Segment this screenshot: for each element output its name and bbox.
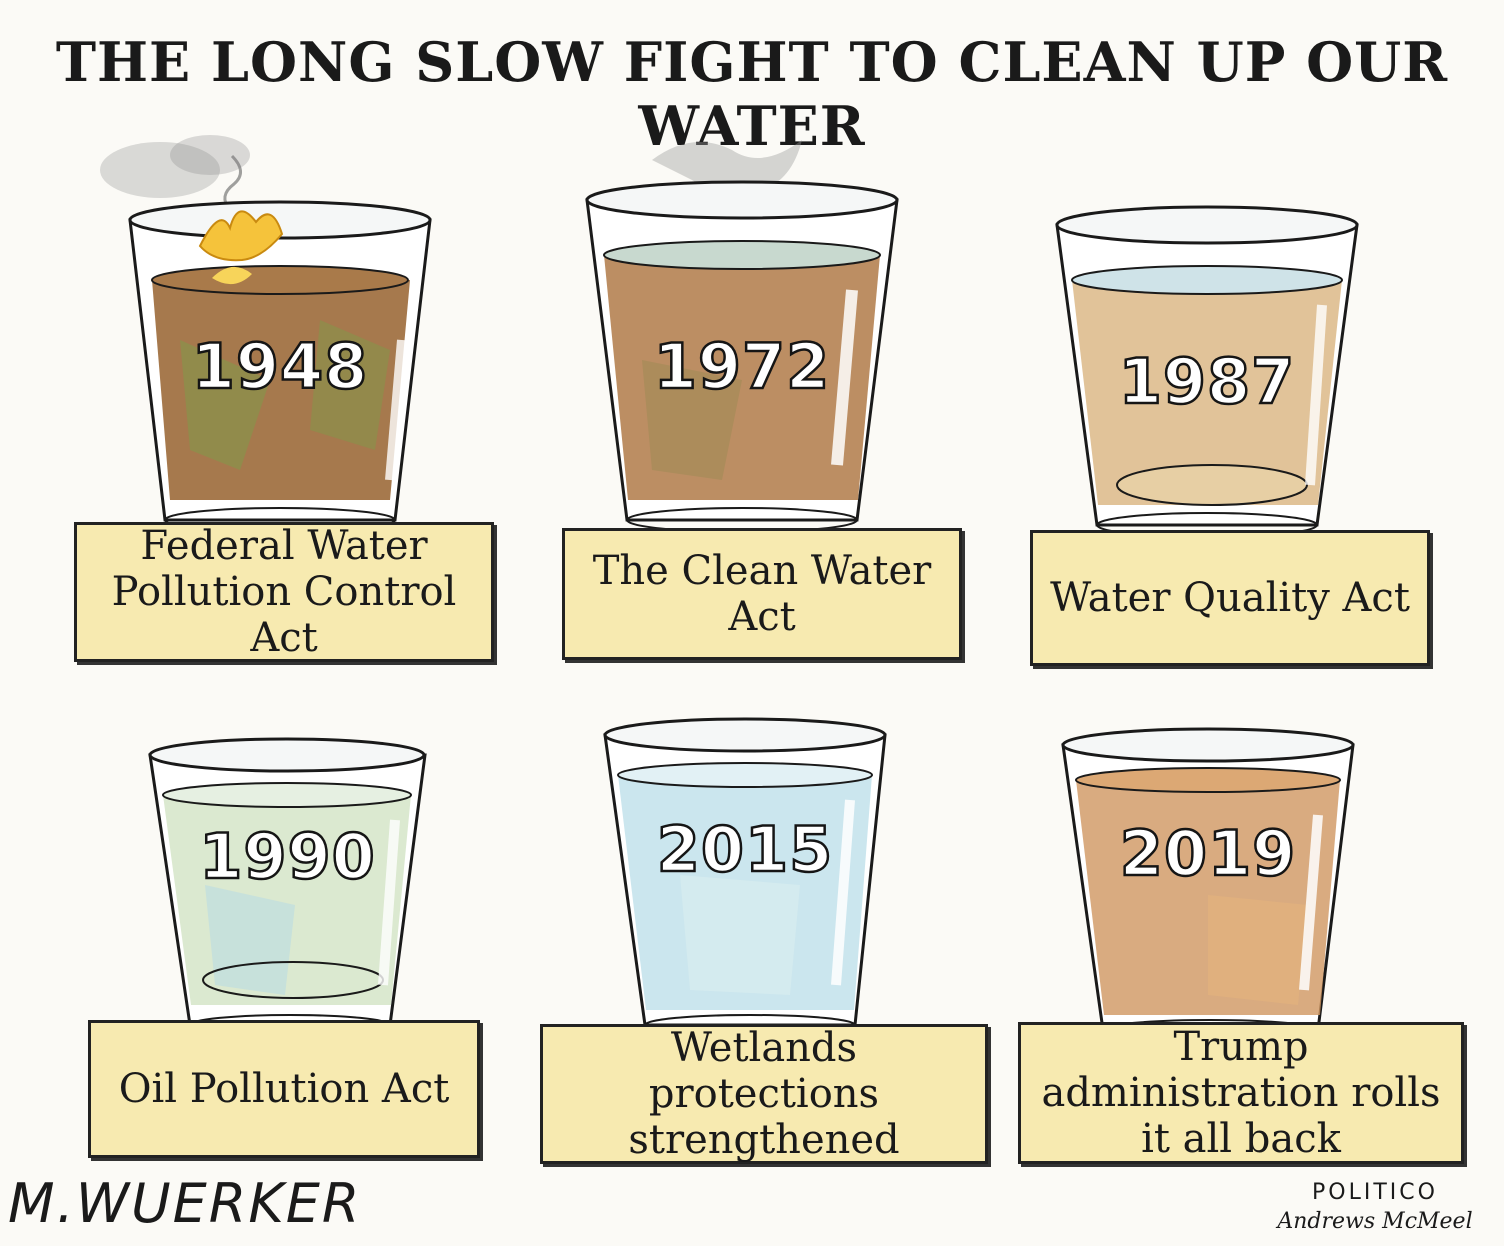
panel-4: 1990 <box>145 735 430 1036</box>
act-label-2: The Clean Water Act <box>562 528 962 660</box>
year-label-4: 1990 <box>198 819 376 895</box>
panel-3: 1987 <box>1052 195 1362 545</box>
glass-4-icon <box>148 737 427 1036</box>
publisher-name: POLITICO <box>1312 1180 1438 1205</box>
act-label-1: Federal Water Pollution Control Act <box>74 522 494 662</box>
panel-2: 1972 <box>582 120 902 540</box>
panel-1: 1948 <box>100 135 440 540</box>
act-label-4: Oil Pollution Act <box>88 1020 480 1158</box>
glass-2-icon <box>585 140 899 533</box>
act-label-6: Trump administration rolls it all back <box>1018 1022 1464 1164</box>
year-label-6: 2019 <box>1118 816 1297 892</box>
panel-5: 2015 <box>600 715 890 1036</box>
artist-signature: M.WUERKER <box>8 1172 362 1235</box>
year-label-1: 1948 <box>190 329 369 405</box>
cartoon-title: THE LONG SLOW FIGHT TO CLEAN UP OUR WATE… <box>55 30 1449 158</box>
year-label-5: 2015 <box>655 812 834 888</box>
act-label-3: Water Quality Act <box>1030 530 1430 666</box>
fire-icon <box>198 210 284 285</box>
publisher-credit: POLITICO Andrews McMeel <box>1270 1180 1480 1234</box>
act-label-5: Wetlands protections strengthened <box>540 1024 988 1164</box>
year-label-3: 1987 <box>1117 344 1296 420</box>
syndicate-name: Andrews McMeel <box>1277 1209 1473 1234</box>
glass-5-icon <box>603 717 887 1036</box>
glass-1-icon <box>100 135 432 533</box>
year-label-2: 1972 <box>652 329 831 405</box>
panel-6: 2019 <box>1058 725 1358 1041</box>
smoke-icon <box>100 135 250 211</box>
glass-6-icon <box>1061 727 1355 1041</box>
glass-3-icon <box>1055 205 1359 538</box>
smoke-icon <box>652 140 802 194</box>
